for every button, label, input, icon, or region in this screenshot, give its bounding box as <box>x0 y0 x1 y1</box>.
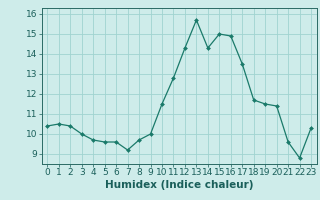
X-axis label: Humidex (Indice chaleur): Humidex (Indice chaleur) <box>105 180 253 190</box>
